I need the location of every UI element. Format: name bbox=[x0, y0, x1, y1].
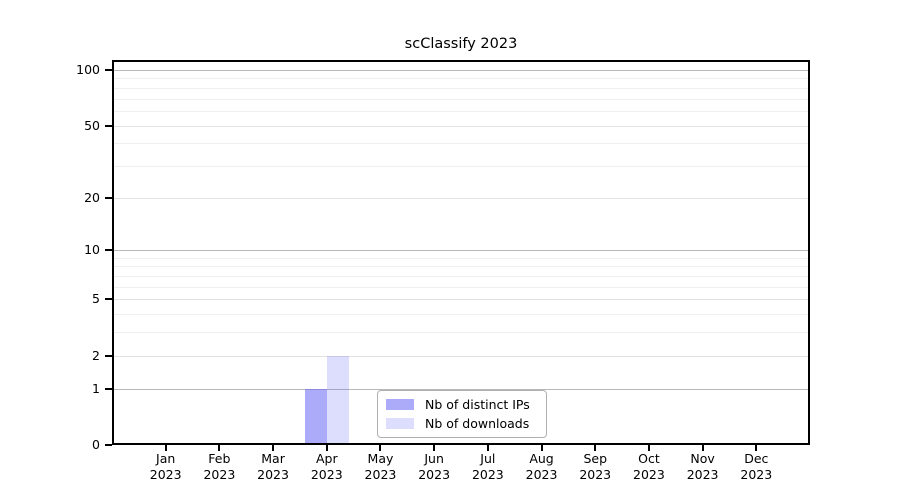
y-tick-label: 2 bbox=[92, 347, 100, 363]
x-tick-label: Dec 2023 bbox=[740, 451, 773, 482]
x-tick-mark bbox=[325, 445, 328, 451]
x-tick-mark bbox=[755, 445, 758, 451]
x-tick-mark bbox=[486, 445, 489, 451]
y-tick-label: 5 bbox=[92, 291, 100, 307]
gridline-minor bbox=[114, 110, 808, 112]
gridline-minor bbox=[114, 276, 808, 278]
legend-entry-downloads: Nb of downloads bbox=[386, 416, 538, 431]
x-tick-mark bbox=[218, 445, 221, 451]
y-tick-mark bbox=[105, 354, 112, 357]
chart-title: scClassify 2023 bbox=[404, 36, 518, 52]
y-tick-mark bbox=[105, 298, 112, 301]
y-tick-label: 0 bbox=[92, 437, 100, 452]
x-tick-mark bbox=[379, 445, 382, 451]
x-tick-label: Sep 2023 bbox=[579, 451, 612, 482]
x-tick-mark bbox=[164, 445, 167, 451]
gridline-major bbox=[114, 355, 808, 357]
x-tick-label: Jun 2023 bbox=[418, 451, 451, 482]
plot-area bbox=[112, 60, 810, 445]
y-tick-mark bbox=[105, 196, 112, 199]
y-tick-label: 50 bbox=[84, 117, 100, 133]
legend-swatch-downloads-icon bbox=[386, 418, 414, 429]
y-tick-mark bbox=[105, 249, 112, 252]
gridline-minor bbox=[114, 332, 808, 334]
gridline-minor bbox=[114, 143, 808, 145]
legend-swatch-distinct-ips-icon bbox=[386, 399, 414, 410]
legend-label-downloads: Nb of downloads bbox=[425, 416, 530, 431]
bar-distinct-ips-apr bbox=[304, 388, 327, 443]
y-tick-mark bbox=[105, 124, 112, 127]
y-tick-mark bbox=[105, 444, 112, 446]
gridline-minor bbox=[114, 314, 808, 316]
x-tick-label: Jul 2023 bbox=[471, 451, 504, 482]
gridline-major bbox=[114, 125, 808, 127]
x-tick-mark bbox=[701, 445, 704, 451]
gridline-minor bbox=[114, 266, 808, 268]
x-tick-label: Feb 2023 bbox=[203, 451, 236, 482]
gridline-major bbox=[114, 250, 808, 252]
x-tick-mark bbox=[540, 445, 543, 451]
gridline-minor bbox=[114, 98, 808, 100]
gridline-major bbox=[114, 197, 808, 199]
y-tick-mark bbox=[105, 387, 112, 390]
gridline-minor bbox=[114, 78, 808, 80]
x-tick-label: Mar 2023 bbox=[257, 451, 289, 482]
y-tick-mark bbox=[105, 69, 112, 71]
gridline-minor bbox=[114, 286, 808, 288]
y-tick-label: 10 bbox=[84, 242, 100, 258]
x-tick-label: Jan 2023 bbox=[149, 451, 182, 482]
x-tick-label: May 2023 bbox=[364, 451, 397, 482]
x-tick-mark bbox=[272, 445, 275, 451]
gridline-minor bbox=[114, 165, 808, 167]
y-tick-label: 1 bbox=[92, 380, 100, 396]
x-tick-label: Aug 2023 bbox=[525, 451, 558, 482]
gridline-major bbox=[114, 388, 808, 390]
x-tick-mark bbox=[647, 445, 650, 451]
gridline-minor bbox=[114, 257, 808, 259]
x-tick-mark bbox=[433, 445, 436, 451]
legend-label-distinct-ips: Nb of distinct IPs bbox=[425, 397, 530, 412]
gridline-major bbox=[114, 70, 808, 71]
gridline-minor bbox=[114, 87, 808, 89]
x-tick-mark bbox=[594, 445, 597, 451]
y-tick-label: 20 bbox=[84, 189, 100, 205]
bar-downloads-apr bbox=[326, 355, 349, 443]
legend: Nb of distinct IPs Nb of downloads bbox=[377, 390, 547, 438]
x-tick-label: Apr 2023 bbox=[310, 451, 343, 482]
x-tick-label: Nov 2023 bbox=[686, 451, 719, 482]
legend-entry-distinct-ips: Nb of distinct IPs bbox=[386, 397, 538, 412]
gridline-major bbox=[114, 299, 808, 301]
y-tick-label: 100 bbox=[76, 62, 100, 77]
x-tick-label: Oct 2023 bbox=[633, 451, 665, 482]
